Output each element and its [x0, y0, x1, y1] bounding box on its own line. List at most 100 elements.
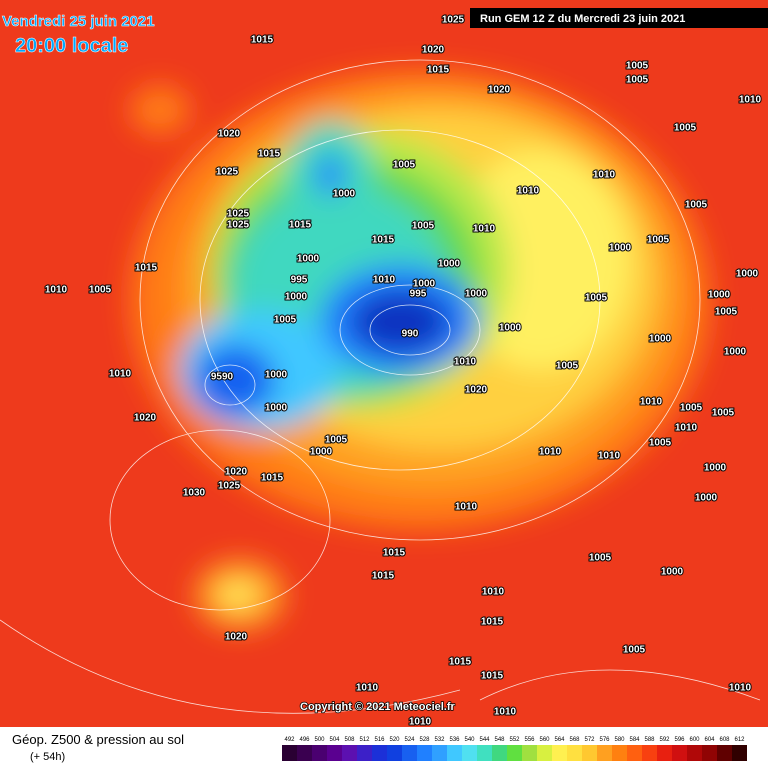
legend-swatch: [312, 745, 327, 761]
legend-swatch: [657, 745, 672, 761]
isobar-label: 1015: [258, 149, 281, 160]
isobar-label: 1020: [465, 385, 488, 396]
legend-swatch: [342, 745, 357, 761]
isobar-label: 1015: [481, 671, 504, 682]
legend-value: 544: [479, 737, 490, 743]
legend-swatch: [702, 745, 717, 761]
isobar-label: 1015: [372, 235, 395, 246]
isobar-label: 1005: [685, 200, 708, 211]
legend-value: 556: [524, 737, 535, 743]
isobars: [0, 59, 761, 714]
legend-swatch: [552, 745, 567, 761]
product-title: Géop. Z500 & pression au sol: [12, 732, 184, 747]
isobar-label: 1020: [134, 413, 157, 424]
isobar-label: 1000: [413, 279, 436, 290]
isobar-label: 1005: [674, 123, 697, 134]
legend-swatch: [327, 745, 342, 761]
legend-swatch: [627, 745, 642, 761]
forecast-date: Vendredi 25 juin 2021: [2, 13, 155, 30]
forecast-time: 20:00 locale: [15, 35, 128, 57]
copyright: Copyright © 2021 Meteociel.fr: [300, 701, 456, 713]
legend-value: 552: [509, 737, 520, 743]
legend-value: 560: [539, 737, 550, 743]
legend-value: 600: [689, 737, 700, 743]
legend-value: 508: [344, 737, 355, 743]
isobar-label: 1000: [661, 567, 684, 578]
isobar-label: 1005: [647, 235, 670, 246]
isobar-label: 1020: [218, 129, 241, 140]
isobar-label: 1010: [45, 285, 68, 296]
legend-swatch: [402, 745, 417, 761]
isobar-label: 1010: [409, 717, 432, 728]
legend-value: 492: [284, 737, 295, 743]
legend-value: 512: [359, 737, 370, 743]
isobar-label: 1000: [695, 493, 718, 504]
isobar-label: 1000: [265, 370, 288, 381]
legend-swatch: [612, 745, 627, 761]
legend-swatch: [432, 745, 447, 761]
legend-value: 540: [464, 737, 475, 743]
lead-time: (+ 54h): [30, 751, 65, 763]
isobar-label: 1005: [585, 293, 608, 304]
legend-value: 580: [614, 737, 625, 743]
legend-value: 548: [494, 737, 505, 743]
isobar-label: 1005: [589, 553, 612, 564]
isobar-label: 1000: [310, 447, 333, 458]
isobar-label: 995: [291, 275, 308, 286]
isobar-label: 1015: [289, 220, 312, 231]
isobar-label: 1005: [274, 315, 297, 326]
isobar-label: 1005: [715, 307, 738, 318]
legend-swatch: [597, 745, 612, 761]
legend-value: 536: [449, 737, 460, 743]
isobar-label: 1010: [482, 587, 505, 598]
color-legend: 492 496 500 504 508 512 516 520 524 528 532 536 540 5…: [282, 737, 747, 761]
legend-value: 496: [299, 737, 310, 743]
isobar-label: 1015: [261, 473, 284, 484]
isobar-label: 9590: [211, 372, 234, 383]
isobar-label: 1020: [225, 632, 248, 643]
isobar-label: 1005: [649, 438, 672, 449]
legend-swatch: [687, 745, 702, 761]
isobar-label: 1015: [427, 65, 450, 76]
isobar-label: 1005: [626, 61, 649, 72]
legend-value: 564: [554, 737, 565, 743]
isobar-label: 1010: [356, 683, 379, 694]
legend-swatch: [357, 745, 372, 761]
isobar-label: 1000: [609, 243, 632, 254]
legend-swatch: [282, 745, 297, 761]
legend-swatch: [447, 745, 462, 761]
isobar-label: 1000: [438, 259, 461, 270]
isobar-label: 1015: [383, 548, 406, 559]
isobar-label: 1000: [333, 189, 356, 200]
isobar-label: 1005: [556, 361, 579, 372]
isobar-label: 1000: [465, 289, 488, 300]
isobar-label: 1025: [227, 209, 250, 220]
isobar-label: 1005: [680, 403, 703, 414]
legend-value: 568: [569, 737, 580, 743]
isobar-label: 1005: [623, 645, 646, 656]
isobar-label: 1005: [393, 160, 416, 171]
isobar-label: 1015: [135, 263, 158, 274]
legend-value: 524: [404, 737, 415, 743]
legend-swatch: [417, 745, 432, 761]
isobar-label: 1010: [373, 275, 396, 286]
legend-value: 584: [629, 737, 640, 743]
isobar-label: 1005: [712, 408, 735, 419]
legend-value: 520: [389, 737, 400, 743]
isobar-label: 995: [410, 289, 427, 300]
legend-swatch: [672, 745, 687, 761]
legend-swatch: [507, 745, 522, 761]
isobar-label: 1010: [109, 369, 132, 380]
isobar-label: 1015: [251, 35, 274, 46]
isobar-labels: 1025 1015 1020 1015 1020 1005 1005 1010 1005 1020…: [44, 14, 763, 729]
isobar-label: 1005: [89, 285, 112, 296]
isobar-label: 1000: [297, 254, 320, 265]
legend-swatch: [477, 745, 492, 761]
isobar-label: 990: [402, 329, 419, 340]
legend-value: 504: [329, 737, 340, 743]
isobar-label: 1005: [412, 221, 435, 232]
legend-swatch: [732, 745, 747, 761]
legend-swatch: [372, 745, 387, 761]
isobar-label: 1000: [708, 290, 731, 301]
